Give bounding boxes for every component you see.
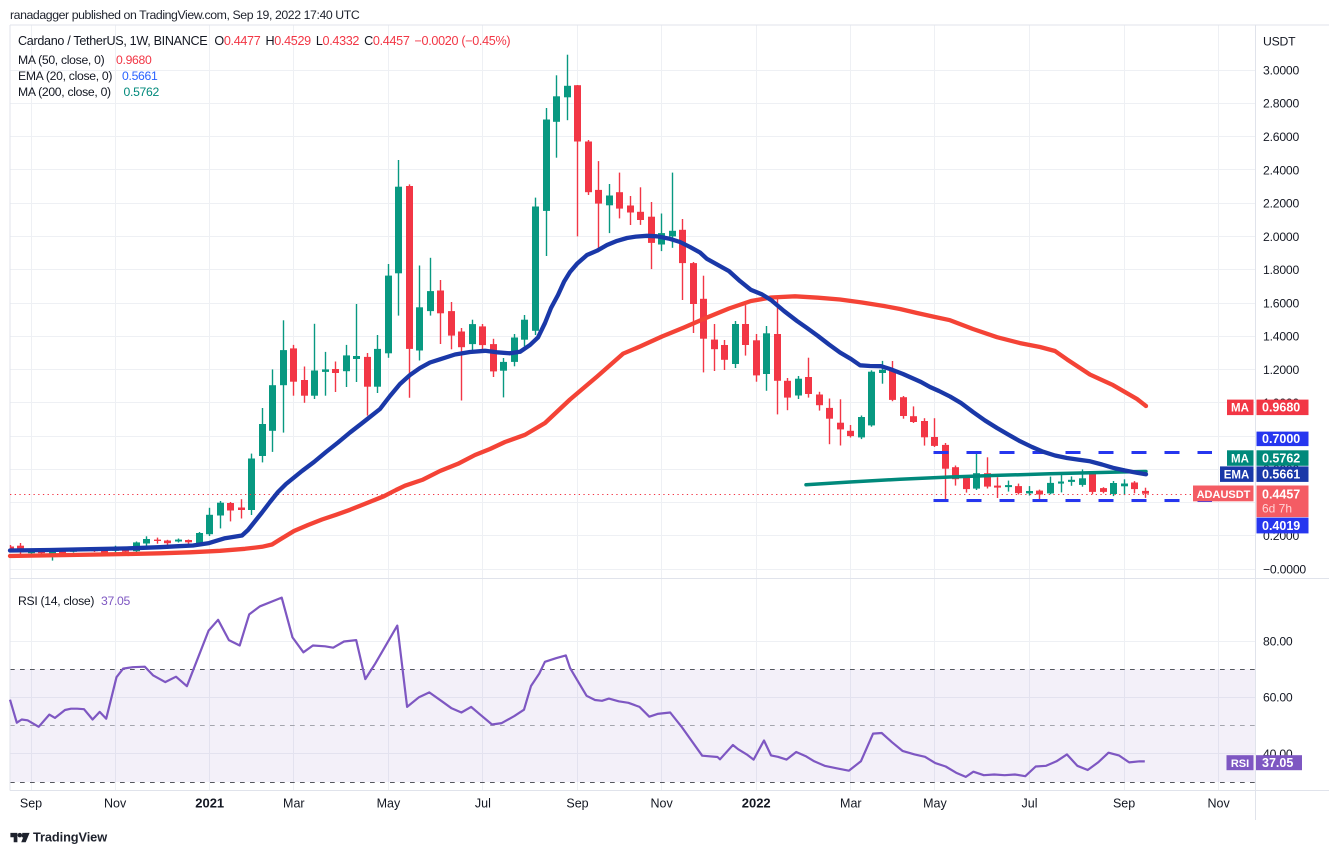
- svg-text:Sep: Sep: [566, 797, 588, 811]
- svg-text:3.0000: 3.0000: [1263, 64, 1299, 78]
- svg-text:2021: 2021: [195, 796, 224, 811]
- svg-text:2.2000: 2.2000: [1263, 197, 1299, 211]
- svg-text:2022: 2022: [742, 796, 771, 811]
- svg-text:TradingView: TradingView: [33, 829, 107, 844]
- svg-text:0.5762: 0.5762: [124, 85, 160, 99]
- svg-text:0.5762: 0.5762: [1262, 451, 1300, 465]
- svg-text:0.7000: 0.7000: [1262, 432, 1300, 446]
- svg-text:Mar: Mar: [840, 797, 862, 811]
- svg-text:Nov: Nov: [104, 797, 127, 811]
- svg-text:May: May: [377, 797, 401, 811]
- svg-text:0.4457: 0.4457: [1262, 487, 1300, 501]
- svg-text:EMA (20, close, 0): EMA (20, close, 0): [18, 69, 112, 83]
- svg-text:MA: MA: [1231, 453, 1249, 465]
- svg-text:Nov: Nov: [650, 797, 673, 811]
- svg-text:0.5661: 0.5661: [1262, 467, 1300, 481]
- svg-text:EMA: EMA: [1224, 469, 1250, 481]
- svg-text:6d 7h: 6d 7h: [1262, 502, 1292, 516]
- svg-text:RSI: RSI: [1231, 758, 1249, 770]
- svg-text:1.2000: 1.2000: [1263, 363, 1299, 377]
- svg-text:1.6000: 1.6000: [1263, 296, 1299, 310]
- svg-text:0.5661: 0.5661: [122, 69, 158, 83]
- svg-text:37.05: 37.05: [101, 594, 131, 608]
- svg-text:0.9680: 0.9680: [1262, 401, 1300, 415]
- svg-text:1.4000: 1.4000: [1263, 330, 1299, 344]
- svg-text:USDT: USDT: [1263, 35, 1296, 49]
- svg-text:0.9680: 0.9680: [116, 53, 152, 67]
- svg-text:Sep: Sep: [1113, 797, 1135, 811]
- svg-text:2.4000: 2.4000: [1263, 163, 1299, 177]
- svg-text:2.8000: 2.8000: [1263, 97, 1299, 111]
- svg-text:60.00: 60.00: [1263, 691, 1293, 705]
- svg-text:MA (50, close, 0): MA (50, close, 0): [18, 53, 105, 67]
- svg-text:80.00: 80.00: [1263, 634, 1293, 648]
- svg-text:37.05: 37.05: [1262, 756, 1293, 770]
- svg-text:2.0000: 2.0000: [1263, 230, 1299, 244]
- svg-text:MA (200, close, 0): MA (200, close, 0): [18, 85, 111, 99]
- svg-text:May: May: [923, 797, 947, 811]
- svg-text:0.4019: 0.4019: [1262, 519, 1300, 533]
- svg-text:ranadagger published on Tradin: ranadagger published on TradingView.com,…: [10, 8, 360, 22]
- svg-text:MA: MA: [1231, 403, 1249, 415]
- svg-text:Jul: Jul: [475, 797, 491, 811]
- svg-text:ADAUSDT: ADAUSDT: [1197, 489, 1251, 501]
- svg-text:−0.0000: −0.0000: [1263, 563, 1306, 577]
- svg-text:Nov: Nov: [1207, 797, 1230, 811]
- svg-text:2.6000: 2.6000: [1263, 130, 1299, 144]
- svg-text:1.8000: 1.8000: [1263, 263, 1299, 277]
- svg-text:Sep: Sep: [20, 797, 42, 811]
- svg-text:Jul: Jul: [1022, 797, 1038, 811]
- svg-text:RSI (14, close): RSI (14, close): [18, 594, 94, 608]
- svg-text:Mar: Mar: [283, 797, 305, 811]
